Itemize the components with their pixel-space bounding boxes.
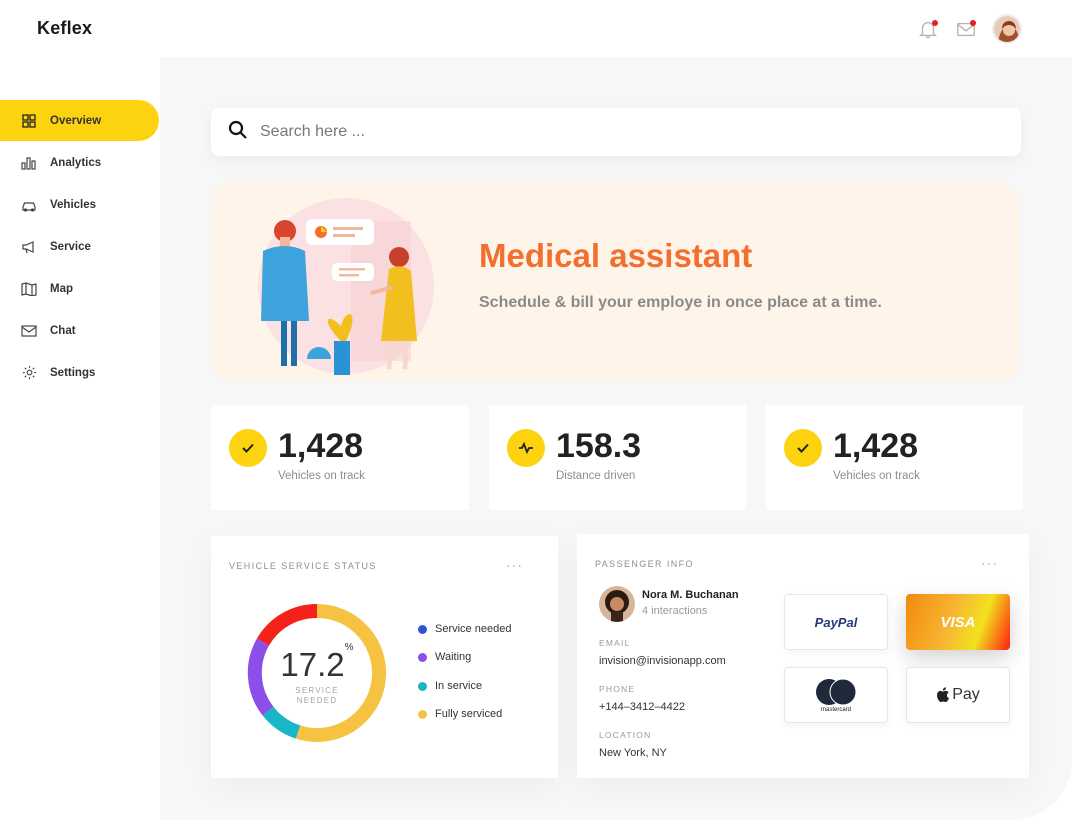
car-icon	[21, 197, 37, 213]
grid-icon	[21, 113, 37, 129]
donut-label-line1: SERVICE	[295, 686, 339, 695]
bell-icon[interactable]	[916, 17, 940, 41]
email-value: invision@invisionapp.com	[599, 655, 726, 667]
location-value: New York, NY	[599, 747, 667, 759]
pulse-icon	[507, 429, 545, 467]
banner-title: Medical assistant	[479, 237, 753, 274]
card-title: VEHICLE SERVICE STATUS	[229, 561, 377, 571]
legend-dot	[418, 652, 427, 662]
search-icon	[228, 120, 248, 145]
sidebar-item-vehicles[interactable]: Vehicles	[0, 184, 160, 225]
donut-label-line2: NEEDED	[296, 696, 338, 705]
legend-dot	[418, 624, 427, 634]
legend-item-in-service: In service	[418, 680, 482, 692]
sidebar-item-settings[interactable]: Settings	[0, 352, 160, 393]
stat-label: Vehicles on track	[278, 470, 365, 482]
donut-segment-in-service	[262, 706, 301, 739]
mastercard-label: mastercard	[820, 706, 851, 713]
sidebar-item-label: Settings	[50, 366, 96, 379]
sidebar-item-map[interactable]: Map	[0, 268, 160, 309]
donut-center: 17.2% SERVICE NEEDED	[246, 605, 388, 747]
passenger-info-card	[577, 534, 1029, 778]
legend-dot	[418, 681, 427, 691]
donut-number: 17.2	[280, 646, 345, 683]
brand-logo[interactable]: Keflex	[37, 18, 93, 38]
stat-value: 1,428	[833, 427, 919, 465]
header-actions	[916, 14, 1022, 44]
map-icon	[21, 281, 37, 297]
donut-value: 17.2%	[246, 642, 388, 684]
envelope-icon	[21, 323, 37, 339]
stat-card-vehicles-on-track-2: 1,428 Vehicles on track	[766, 405, 1023, 510]
sidebar-item-chat[interactable]: Chat	[0, 310, 160, 351]
donut-segment-service-needed	[256, 603, 318, 646]
legend-item-fully-serviced: Fully serviced	[418, 708, 502, 720]
passenger-name: Nora M. Buchanan	[642, 589, 739, 601]
paypal-payment-option[interactable]: PayPal	[784, 594, 888, 650]
legend-label: Fully serviced	[435, 708, 503, 720]
donut-segment-waiting	[247, 638, 274, 716]
check-icon	[229, 429, 267, 467]
search-input[interactable]	[260, 123, 960, 141]
visa-label: VISA	[940, 613, 976, 631]
donut-unit: %	[344, 642, 354, 653]
check-icon	[784, 429, 822, 467]
legend-item-waiting: Waiting	[418, 651, 471, 663]
stat-value: 1,428	[278, 427, 364, 465]
sidebar-item-label: Overview	[50, 114, 102, 127]
email-label: EMAIL	[599, 638, 631, 648]
sidebar-item-label: Analytics	[50, 156, 102, 169]
phone-label: PHONE	[599, 684, 636, 694]
legend-label: Waiting	[435, 651, 472, 663]
search-bar[interactable]	[211, 108, 1021, 156]
stat-card-vehicles-on-track: 1,428 Vehicles on track	[211, 405, 469, 510]
banner-subtitle: Schedule & bill your employe in once pla…	[479, 294, 882, 311]
promo-banner: Medical assistant Schedule & bill your e…	[211, 181, 1020, 381]
stat-label: Vehicles on track	[833, 470, 920, 482]
visa-payment-option[interactable]: VISA	[906, 594, 1010, 650]
mastercard-payment-option[interactable]: mastercard	[784, 667, 888, 723]
legend-label: Service needed	[435, 623, 512, 635]
legend-item-service-needed: Service needed	[418, 623, 511, 635]
bar-chart-icon	[21, 155, 37, 171]
sidebar-item-service[interactable]: Service	[0, 226, 160, 267]
sidebar: Overview Analytics Vehicles Service Map …	[0, 100, 160, 394]
service-donut-chart	[247, 603, 387, 742]
mail-icon[interactable]	[954, 17, 978, 41]
sidebar-item-label: Chat	[50, 324, 76, 337]
more-options-button[interactable]: ···	[506, 557, 523, 573]
sidebar-item-label: Service	[50, 240, 91, 253]
donut-label: SERVICE NEEDED	[246, 686, 388, 706]
service-status-card	[211, 536, 558, 778]
applepay-payment-option[interactable]: Pay	[906, 667, 1010, 723]
more-options-button[interactable]: ···	[981, 555, 998, 571]
donut-segment-fully-serviced	[295, 604, 387, 742]
stat-label: Distance driven	[556, 470, 636, 482]
legend-label: In service	[435, 680, 483, 692]
megaphone-icon	[21, 239, 37, 255]
phone-value: +144–3412–4422	[599, 701, 685, 713]
gear-icon	[21, 365, 37, 381]
mastercard-logo-icon	[816, 678, 857, 705]
mail-badge	[970, 20, 976, 26]
stat-card-distance-driven: 158.3 Distance driven	[489, 405, 746, 510]
stat-value: 158.3	[556, 427, 642, 465]
sidebar-item-label: Map	[50, 282, 73, 295]
notification-badge	[932, 20, 938, 26]
medical-illustration	[258, 198, 434, 375]
passenger-interactions: 4 interactions	[642, 605, 708, 617]
passenger-avatar[interactable]	[599, 586, 635, 622]
legend-dot	[418, 709, 427, 719]
applepay-label: Pay	[952, 686, 980, 703]
sidebar-item-overview[interactable]: Overview	[0, 100, 159, 141]
card-title: PASSENGER INFO	[595, 559, 694, 569]
apple-icon	[937, 687, 950, 703]
paypal-label: PayPal	[814, 614, 858, 630]
user-avatar[interactable]	[992, 14, 1022, 44]
sidebar-item-analytics[interactable]: Analytics	[0, 142, 160, 183]
sidebar-item-label: Vehicles	[50, 198, 97, 211]
location-label: LOCATION	[599, 730, 652, 740]
